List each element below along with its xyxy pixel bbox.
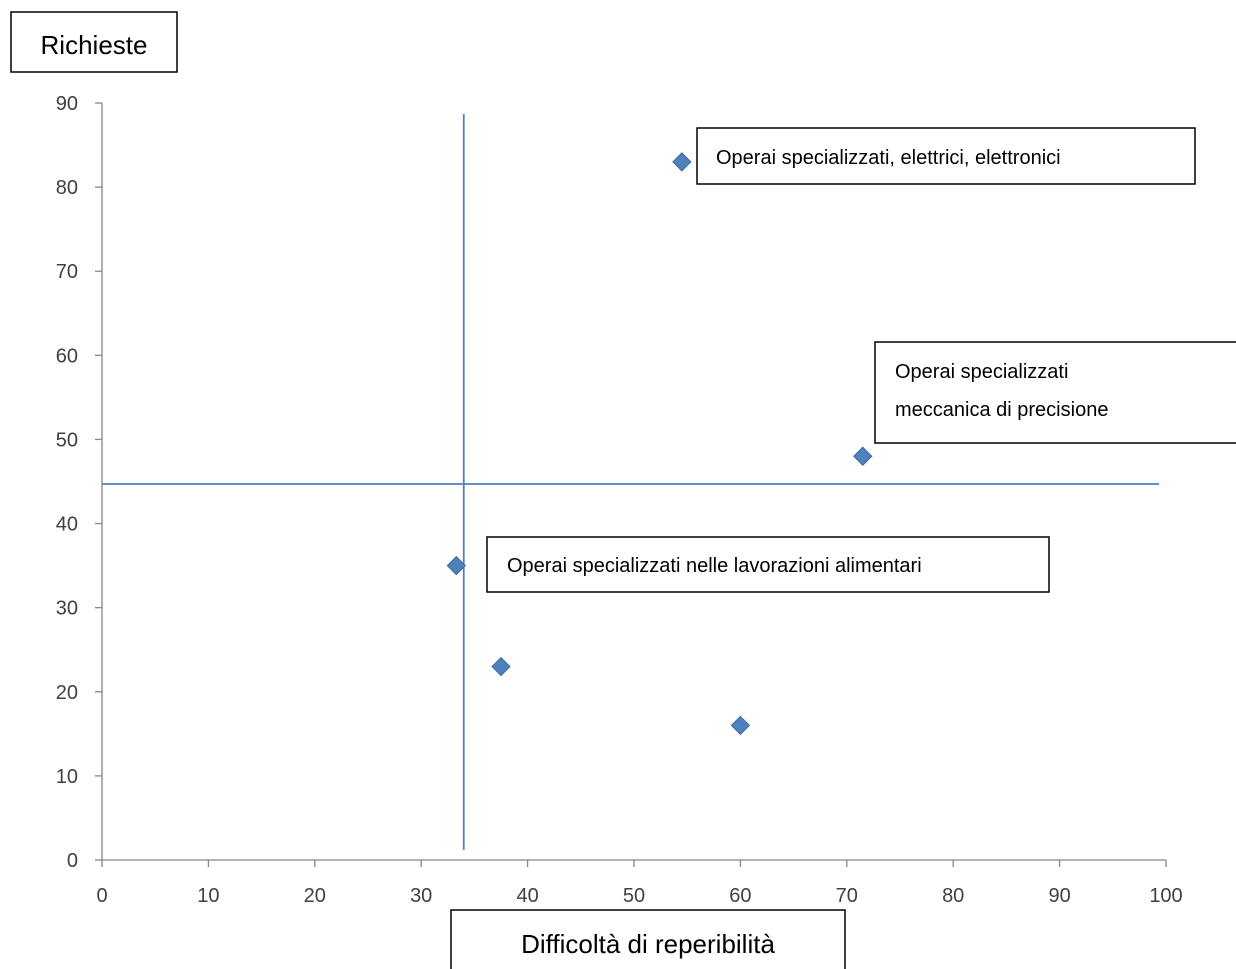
y-tick-label: 10 <box>56 766 78 788</box>
x-tick-label: 90 <box>1048 885 1070 907</box>
annotation-3-label: Operai specializzati nelle lavorazioni a… <box>507 555 922 577</box>
y-axis-ticks: 0 10 20 30 40 50 60 70 80 90 <box>56 93 102 872</box>
y-axis-title: Richieste <box>41 30 148 60</box>
x-tick-label: 20 <box>304 885 326 907</box>
annotation-1-label: Operai specializzati, elettrici, elettro… <box>716 147 1061 169</box>
x-tick-label: 100 <box>1149 885 1182 907</box>
x-tick-label: 10 <box>197 885 219 907</box>
data-point <box>446 555 467 576</box>
y-tick-label: 80 <box>56 177 78 199</box>
x-tick-label: 80 <box>942 885 964 907</box>
x-tick-label: 70 <box>836 885 858 907</box>
y-tick-label: 70 <box>56 261 78 283</box>
data-points <box>446 152 873 736</box>
annotation-2-label-line-1: Operai specializzati <box>895 361 1068 383</box>
x-tick-label: 0 <box>96 885 107 907</box>
x-axis-title: Difficoltà di reperibilità <box>521 929 775 959</box>
x-tick-label: 30 <box>410 885 432 907</box>
x-tick-label: 60 <box>729 885 751 907</box>
x-tick-label: 50 <box>623 885 645 907</box>
y-tick-label: 30 <box>56 598 78 620</box>
annotation-box-3: Operai specializzati nelle lavorazioni a… <box>486 536 1050 593</box>
data-point <box>672 152 692 172</box>
y-tick-label: 60 <box>56 345 78 367</box>
annotation-box-1: Operai specializzati, elettrici, elettro… <box>696 127 1196 185</box>
x-tick-label: 40 <box>516 885 538 907</box>
y-axis-title-box: Richieste <box>10 11 178 73</box>
y-tick-label: 0 <box>67 850 78 872</box>
y-tick-label: 90 <box>56 93 78 115</box>
data-point <box>730 715 751 736</box>
annotation-2-label-line-2: meccanica di precisione <box>895 399 1108 421</box>
data-point <box>491 656 511 677</box>
x-axis-title-box: Difficoltà di reperibilità <box>450 909 846 969</box>
y-tick-label: 20 <box>56 682 78 704</box>
x-axis-ticks: 0 10 20 30 40 50 60 70 80 90 100 <box>96 860 1183 907</box>
axes <box>101 103 1166 861</box>
reference-lines <box>102 114 1159 850</box>
data-point <box>853 446 873 466</box>
annotation-box-2: Operai specializzati meccanica di precis… <box>874 341 1236 444</box>
y-tick-label: 40 <box>56 514 78 536</box>
y-tick-label: 50 <box>56 429 78 451</box>
